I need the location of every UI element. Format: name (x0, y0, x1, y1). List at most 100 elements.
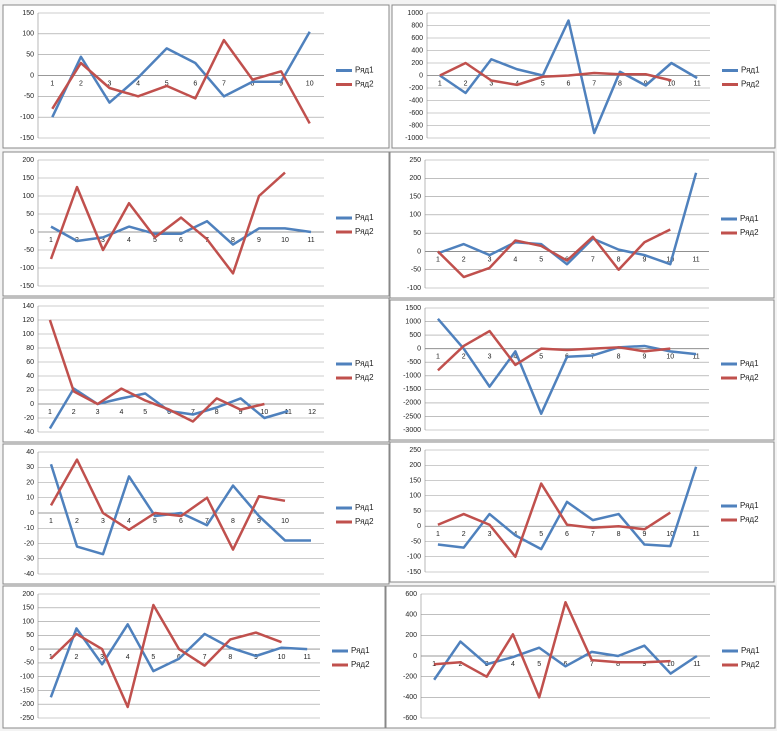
x-tick-label: 11 (304, 654, 311, 661)
legend-label: Ряд2 (355, 227, 374, 236)
y-tick-label: -100 (407, 285, 421, 292)
x-tick-label: 2 (462, 531, 466, 538)
y-tick-label: -800 (409, 122, 423, 129)
y-tick-label: -150 (407, 569, 421, 576)
y-tick-label: -600 (403, 715, 417, 722)
x-tick-label: 1 (48, 409, 52, 416)
y-tick-label: 100 (409, 493, 421, 500)
x-tick-label: 1 (436, 531, 440, 538)
legend-label: Ряд1 (355, 359, 374, 368)
legend-label: Ряд1 (355, 503, 374, 512)
y-tick-label: 50 (26, 632, 34, 639)
chart-panel (2, 4, 390, 149)
x-tick-label: 1 (436, 354, 440, 361)
legend-label: Ряд1 (740, 501, 759, 510)
x-tick-label: 6 (179, 518, 183, 525)
x-tick-label: 4 (511, 661, 515, 668)
x-tick-label: 11 (693, 80, 700, 87)
x-tick-label: 9 (257, 237, 261, 244)
x-tick-label: 1 (50, 80, 54, 87)
x-tick-label: 7 (590, 661, 594, 668)
x-tick-label: 9 (642, 661, 646, 668)
x-tick-label: 10 (667, 661, 675, 668)
x-tick-label: 6 (565, 531, 569, 538)
y-tick-label: 20 (26, 387, 34, 394)
y-tick-label: -100 (20, 114, 34, 121)
x-tick-label: 2 (458, 661, 462, 668)
y-tick-label: 200 (22, 591, 34, 598)
x-tick-label: 8 (251, 80, 255, 87)
x-tick-label: 5 (153, 237, 157, 244)
x-tick-label: 9 (257, 518, 261, 525)
x-tick-label: 10 (278, 654, 286, 661)
y-tick-label: -3000 (403, 427, 421, 434)
y-tick-label: 150 (22, 175, 34, 182)
x-tick-label: 1 (438, 80, 442, 87)
x-tick-label: 10 (666, 354, 674, 361)
x-tick-label: 5 (151, 654, 155, 661)
x-tick-label: 6 (567, 80, 571, 87)
series-line (51, 38, 311, 125)
series-line (437, 329, 671, 372)
x-tick-label: 2 (75, 654, 79, 661)
y-tick-label: 0 (30, 229, 34, 236)
x-tick-label: 1 (436, 256, 440, 263)
x-tick-label: 5 (143, 409, 147, 416)
y-tick-label: 0 (30, 646, 34, 653)
x-tick-label: 4 (127, 237, 131, 244)
x-tick-label: 8 (617, 354, 621, 361)
x-tick-label: 9 (643, 354, 647, 361)
x-tick-label: 10 (281, 237, 289, 244)
x-tick-label: 2 (79, 80, 83, 87)
x-tick-label: 5 (153, 518, 157, 525)
legend-label: Ряд2 (355, 517, 374, 526)
x-tick-label: 11 (307, 237, 314, 244)
y-tick-label: 1500 (405, 305, 421, 312)
x-tick-label: 4 (136, 80, 140, 87)
y-tick-label: 100 (22, 193, 34, 200)
y-tick-label: 600 (411, 35, 423, 42)
x-tick-label: 1 (49, 237, 53, 244)
y-tick-label: 200 (409, 462, 421, 469)
legend-label: Ряд2 (741, 80, 760, 89)
y-tick-label: 150 (22, 10, 34, 17)
y-tick-label: -150 (20, 135, 34, 142)
legend-label: Ряд1 (741, 646, 760, 655)
y-tick-label: -50 (24, 247, 34, 254)
x-tick-label: 3 (101, 518, 105, 525)
legend-label: Ряд1 (355, 66, 374, 75)
x-tick-label: 10 (666, 531, 674, 538)
x-tick-label: 3 (108, 80, 112, 87)
x-tick-label: 4 (127, 518, 131, 525)
series-line (439, 19, 698, 135)
y-tick-label: -50 (24, 660, 34, 667)
x-tick-label: 9 (239, 409, 243, 416)
x-tick-label: 6 (193, 80, 197, 87)
y-tick-label: 50 (413, 230, 421, 237)
y-tick-label: 200 (405, 632, 417, 639)
y-tick-label: 50 (26, 52, 34, 59)
y-tick-label: -50 (411, 538, 421, 545)
y-tick-label: 80 (26, 345, 34, 352)
series-line (49, 171, 286, 275)
legend-label: Ряд2 (740, 373, 759, 382)
legend-label: Ряд1 (741, 66, 760, 75)
series-line (437, 172, 698, 266)
x-tick-label: 2 (72, 409, 76, 416)
y-tick-label: 0 (30, 510, 34, 517)
x-tick-label: 10 (281, 518, 289, 525)
x-tick-label: 8 (231, 518, 235, 525)
y-tick-label: 150 (22, 605, 34, 612)
x-tick-label: 3 (101, 237, 105, 244)
x-tick-label: 3 (100, 654, 104, 661)
chart-panel (2, 297, 390, 443)
x-tick-label: 10 (261, 409, 269, 416)
x-tick-label: 11 (692, 256, 699, 263)
x-tick-label: 8 (231, 237, 235, 244)
y-tick-label: -2500 (403, 413, 421, 420)
x-tick-label: 4 (513, 256, 517, 263)
y-tick-label: 50 (413, 508, 421, 515)
x-tick-label: 8 (616, 661, 620, 668)
y-tick-label: 40 (26, 373, 34, 380)
